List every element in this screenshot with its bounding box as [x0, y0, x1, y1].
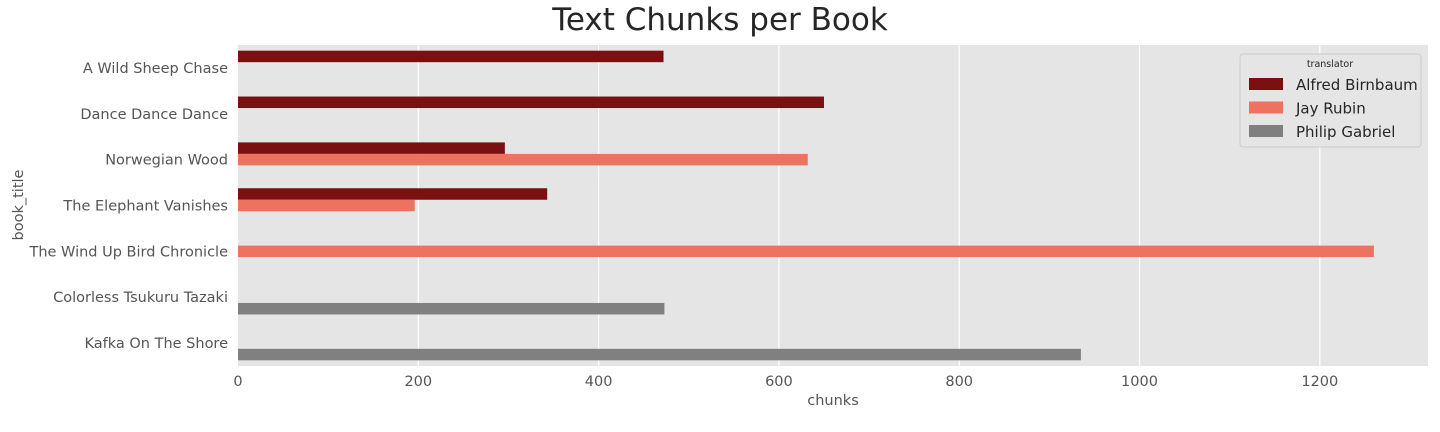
legend-swatch — [1249, 101, 1283, 114]
bar — [238, 96, 824, 109]
y-tick-labels: A Wild Sheep Chase Dance Dance Dance Norwe… — [28, 61, 228, 352]
x-axis-label: chunks — [807, 393, 859, 409]
legend-swatch — [1249, 78, 1283, 90]
y-tick-label: A Wild Sheep Chase — [83, 61, 228, 77]
x-tick-label: 1000 — [1121, 374, 1158, 390]
x-tick-label: 400 — [585, 374, 613, 390]
y-tick-label: Colorless Tsukuru Tazaki — [53, 290, 228, 306]
bar — [238, 50, 664, 63]
bar — [238, 199, 415, 212]
legend-box — [1239, 53, 1422, 148]
y-axis-label: book_title — [11, 169, 27, 240]
y-tick-label: Norwegian Wood — [105, 153, 228, 169]
bar — [238, 142, 505, 154]
x-tick-label: 600 — [765, 374, 793, 390]
bar — [238, 153, 808, 166]
bar — [238, 245, 1374, 258]
bar — [238, 348, 1081, 361]
x-tick-labels: 0 200 400 600 800 1000 1200 — [233, 374, 1338, 390]
legend-entry: Jay Rubin — [1295, 100, 1366, 118]
x-tick-label: 800 — [945, 374, 973, 390]
bar — [238, 188, 548, 200]
bars — [238, 50, 1374, 361]
x-tick-label: 0 — [233, 374, 242, 390]
chart-title: Text Chunks per Book — [552, 2, 888, 38]
x-tick-label: 200 — [404, 374, 432, 390]
legend: translator Alfred Birnbaum Jay Rubin Phili… — [1239, 53, 1422, 148]
x-tick-label: 1200 — [1301, 374, 1338, 390]
legend-swatch — [1249, 125, 1283, 137]
bar — [238, 302, 665, 315]
legend-entry: Philip Gabriel — [1296, 123, 1395, 141]
legend-title: translator — [1307, 59, 1353, 70]
y-tick-label: The Wind Up Bird Chronicle — [28, 244, 228, 260]
legend-entry: Alfred Birnbaum — [1296, 76, 1418, 94]
y-tick-label: Kafka On The Shore — [85, 336, 229, 352]
y-tick-label: Dance Dance Dance — [80, 107, 228, 123]
y-tick-label: The Elephant Vanishes — [62, 199, 228, 215]
